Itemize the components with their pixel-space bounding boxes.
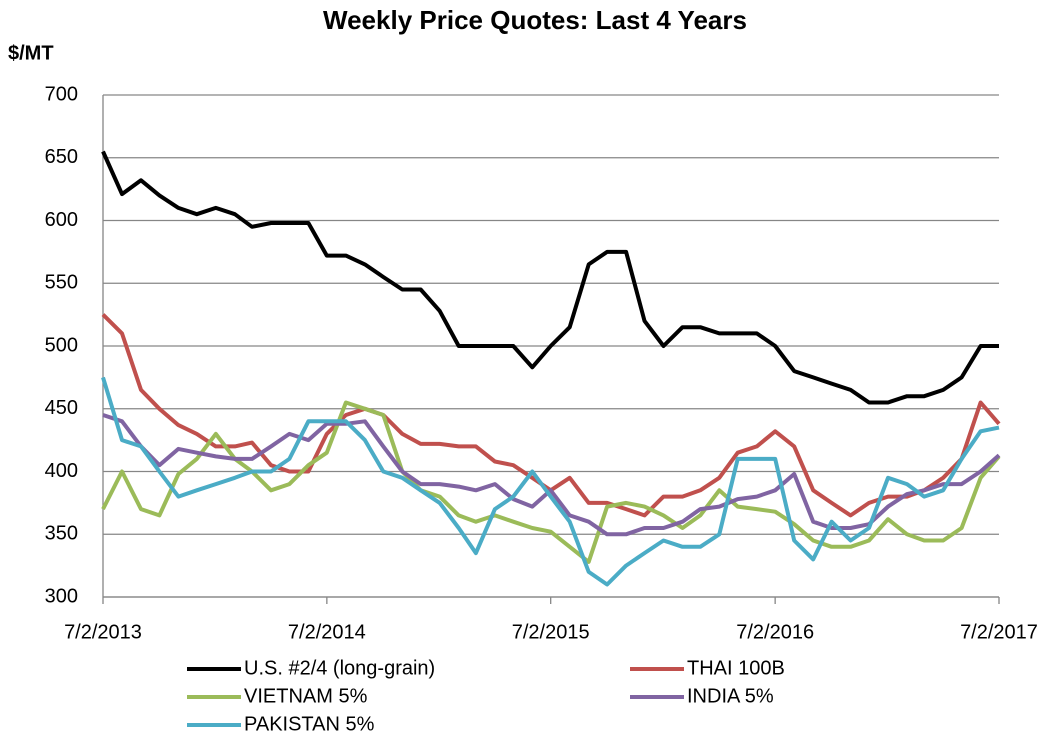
y-tick-label: 700	[45, 83, 78, 105]
series-line	[102, 413, 1001, 537]
y-axis-label: $/MT	[8, 42, 54, 64]
y-tick-label: 550	[45, 272, 78, 294]
series-line	[101, 150, 999, 405]
y-tick-label: 350	[45, 523, 78, 545]
legend-label: PAKISTAN 5%	[244, 713, 375, 735]
x-tick-label: 7/2/2017	[960, 621, 1038, 643]
legend-label: INDIA 5%	[687, 685, 774, 707]
y-tick-label: 500	[45, 334, 78, 356]
y-tick-label: 600	[45, 209, 78, 231]
y-tick-label: 450	[45, 397, 78, 419]
legend-label: THAI 100B	[687, 657, 785, 679]
x-tick-label: 7/2/2014	[288, 621, 366, 643]
legend-label: U.S. #2/4 (long-grain)	[244, 657, 435, 679]
y-tick-label: 400	[45, 460, 78, 482]
x-tick-label: 7/2/2016	[736, 621, 814, 643]
y-tick-label: 300	[45, 585, 78, 607]
x-tick-label: 7/2/2015	[512, 621, 590, 643]
x-tick-label: 7/2/2013	[64, 621, 142, 643]
series-line	[101, 400, 1001, 564]
series-line	[101, 376, 1000, 587]
chart-title: Weekly Price Quotes: Last 4 Years	[323, 5, 747, 35]
y-tick-label: 650	[45, 146, 78, 168]
legend-label: VIETNAM 5%	[244, 685, 368, 707]
